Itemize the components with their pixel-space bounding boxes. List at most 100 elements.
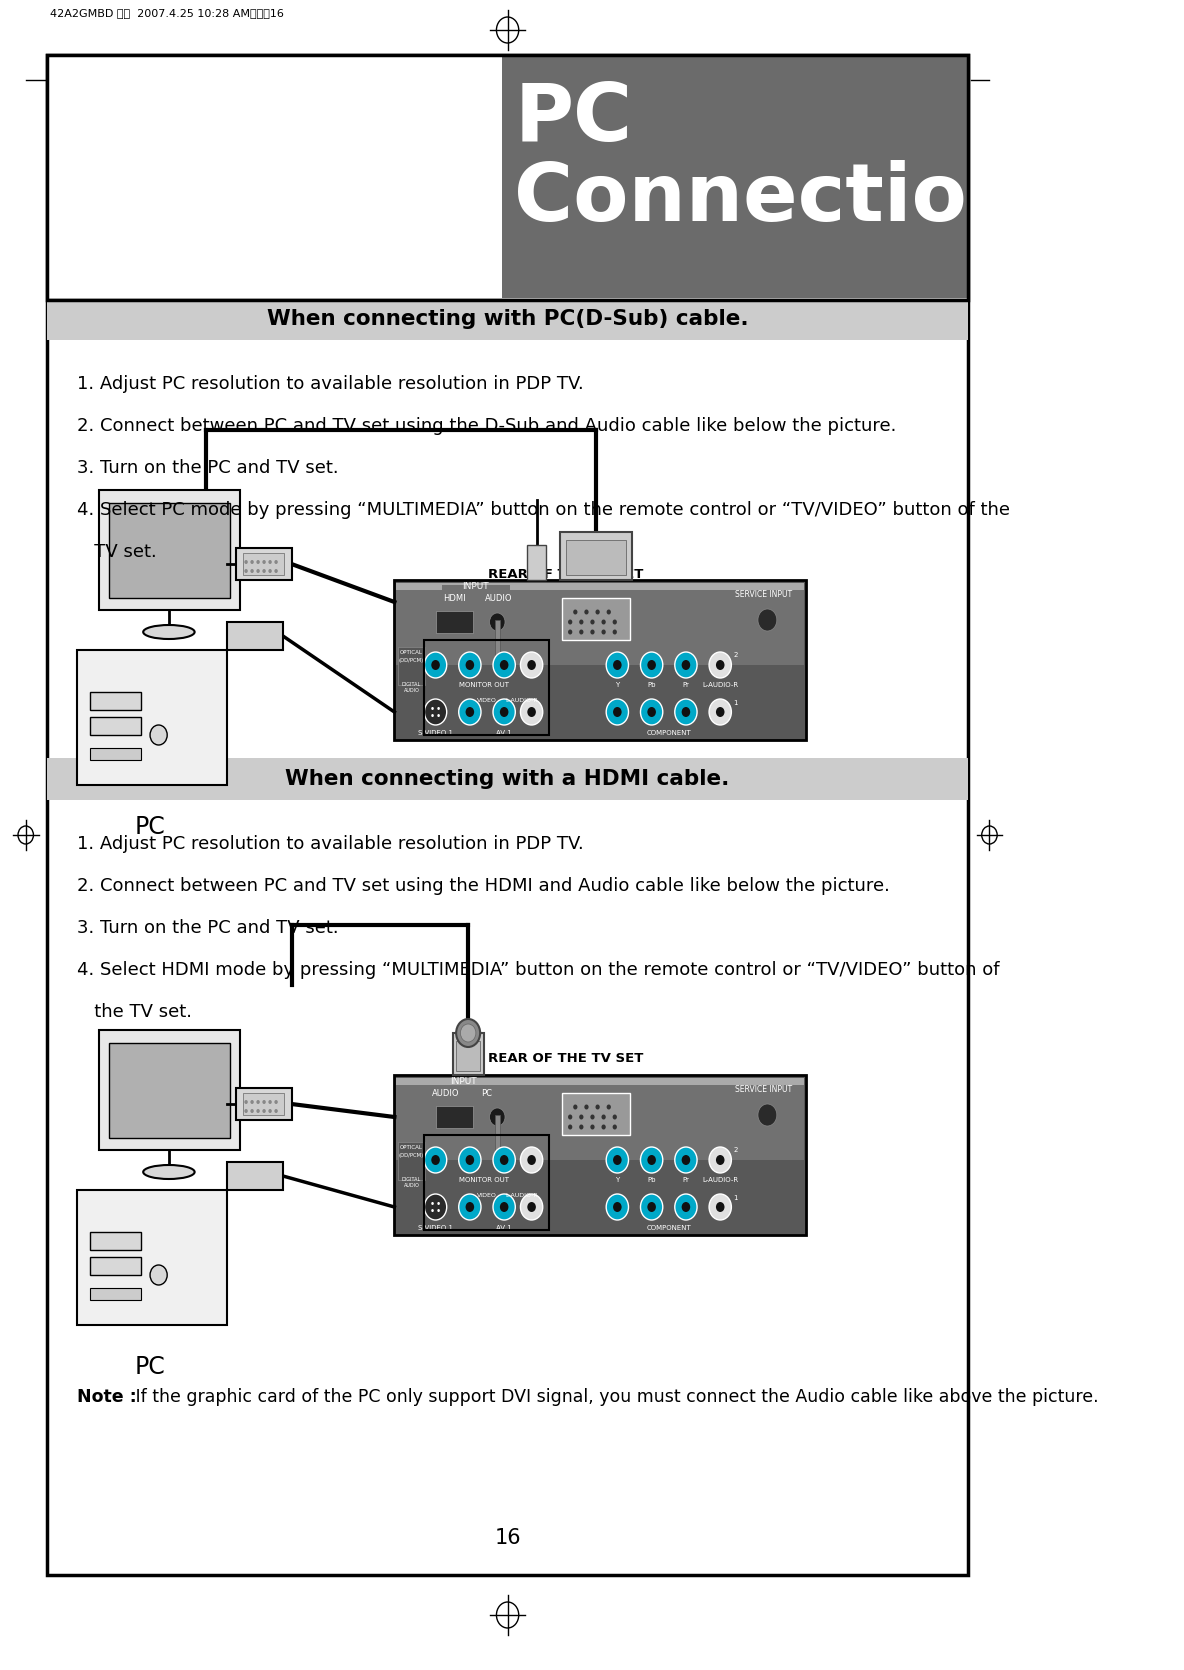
Text: When connecting with a HDMI cable.: When connecting with a HDMI cable. — [285, 768, 729, 788]
Circle shape — [573, 1104, 578, 1109]
Text: S-VIDEO 1: S-VIDEO 1 — [418, 730, 453, 736]
Bar — [398, 1142, 425, 1181]
Text: 3. Turn on the PC and TV set.: 3. Turn on the PC and TV set. — [77, 459, 339, 478]
Circle shape — [641, 700, 663, 725]
Circle shape — [573, 610, 578, 615]
Circle shape — [709, 1147, 732, 1172]
Circle shape — [613, 1156, 622, 1166]
Text: 1. Adjust PC resolution to available resolution in PDP TV.: 1. Adjust PC resolution to available res… — [77, 376, 584, 392]
Circle shape — [244, 559, 247, 564]
Circle shape — [250, 569, 253, 573]
Circle shape — [758, 610, 777, 631]
Circle shape — [758, 1104, 777, 1126]
Bar — [398, 646, 425, 685]
Circle shape — [596, 610, 600, 615]
Bar — [397, 583, 804, 665]
Circle shape — [269, 1109, 272, 1112]
Circle shape — [648, 1202, 656, 1212]
Circle shape — [606, 700, 629, 725]
Circle shape — [456, 1019, 481, 1047]
Circle shape — [606, 1104, 611, 1109]
Circle shape — [612, 620, 617, 625]
Text: 4. Select PC mode by pressing “MULTIMEDIA” button on the remote control or “TV/V: 4. Select PC mode by pressing “MULTIMEDI… — [77, 501, 1010, 519]
Circle shape — [591, 1114, 594, 1119]
Circle shape — [606, 1194, 629, 1221]
Bar — [98, 489, 240, 610]
Text: 2: 2 — [733, 651, 738, 658]
Circle shape — [458, 651, 481, 678]
Circle shape — [500, 660, 508, 670]
Bar — [90, 1288, 141, 1299]
Circle shape — [250, 559, 253, 564]
Circle shape — [527, 1202, 536, 1212]
Circle shape — [461, 1024, 476, 1042]
Bar — [436, 611, 474, 633]
Text: AUDIO: AUDIO — [485, 595, 513, 603]
Circle shape — [527, 660, 536, 670]
Text: L-AUDIO-R: L-AUDIO-R — [506, 1192, 538, 1197]
Circle shape — [601, 630, 606, 635]
Circle shape — [568, 620, 572, 625]
Circle shape — [612, 630, 617, 635]
Circle shape — [641, 651, 663, 678]
Text: When connecting with PC(D-Sub) cable.: When connecting with PC(D-Sub) cable. — [266, 309, 748, 329]
Text: Pb: Pb — [648, 1177, 656, 1182]
Bar — [243, 553, 284, 574]
Circle shape — [591, 1124, 594, 1129]
Text: REAR OF THE TV SET: REAR OF THE TV SET — [488, 568, 644, 581]
Ellipse shape — [143, 1166, 194, 1179]
Text: MONITOR OUT: MONITOR OUT — [458, 681, 509, 688]
Circle shape — [250, 1109, 253, 1112]
Circle shape — [579, 1124, 584, 1129]
Bar — [109, 1044, 230, 1137]
Text: S-VIDEO 1: S-VIDEO 1 — [418, 1226, 453, 1231]
Circle shape — [431, 706, 433, 710]
Bar — [77, 650, 227, 785]
Circle shape — [424, 651, 446, 678]
Circle shape — [521, 1194, 542, 1221]
Circle shape — [675, 1147, 697, 1172]
Circle shape — [612, 1124, 617, 1129]
Circle shape — [493, 1194, 515, 1221]
Circle shape — [682, 706, 690, 716]
Circle shape — [527, 1156, 536, 1166]
Circle shape — [431, 660, 439, 670]
Text: L-AUDIO-R: L-AUDIO-R — [506, 698, 538, 703]
Bar — [502, 55, 969, 301]
Circle shape — [424, 700, 446, 725]
Text: COMPONENT: COMPONENT — [646, 1226, 691, 1231]
Text: INPUT: INPUT — [463, 583, 489, 591]
Circle shape — [568, 1114, 572, 1119]
Circle shape — [250, 1101, 253, 1104]
Circle shape — [606, 1147, 629, 1172]
Circle shape — [275, 1101, 278, 1104]
Circle shape — [606, 610, 611, 615]
Circle shape — [257, 1109, 259, 1112]
Circle shape — [612, 1114, 617, 1119]
Circle shape — [579, 630, 584, 635]
Bar — [561, 598, 630, 640]
Circle shape — [275, 1109, 278, 1112]
Text: Connection: Connection — [514, 160, 1024, 239]
Bar — [561, 1092, 630, 1136]
Bar — [527, 544, 546, 579]
Circle shape — [521, 1147, 542, 1172]
Text: the TV set.: the TV set. — [77, 1004, 192, 1020]
Circle shape — [269, 559, 272, 564]
Bar — [424, 1136, 548, 1231]
Text: Y: Y — [616, 681, 619, 688]
Bar — [456, 1040, 481, 1070]
Circle shape — [263, 1109, 265, 1112]
Circle shape — [596, 1104, 600, 1109]
Bar — [442, 584, 510, 610]
Circle shape — [675, 700, 697, 725]
Circle shape — [606, 651, 629, 678]
Bar — [47, 297, 969, 341]
Circle shape — [489, 613, 506, 631]
Bar — [90, 691, 141, 710]
Circle shape — [716, 1202, 725, 1212]
Circle shape — [641, 1194, 663, 1221]
Text: L-AUDIO-R: L-AUDIO-R — [702, 1177, 739, 1182]
Text: TV set.: TV set. — [77, 543, 157, 561]
Text: VIDEO: VIDEO — [477, 1192, 497, 1197]
